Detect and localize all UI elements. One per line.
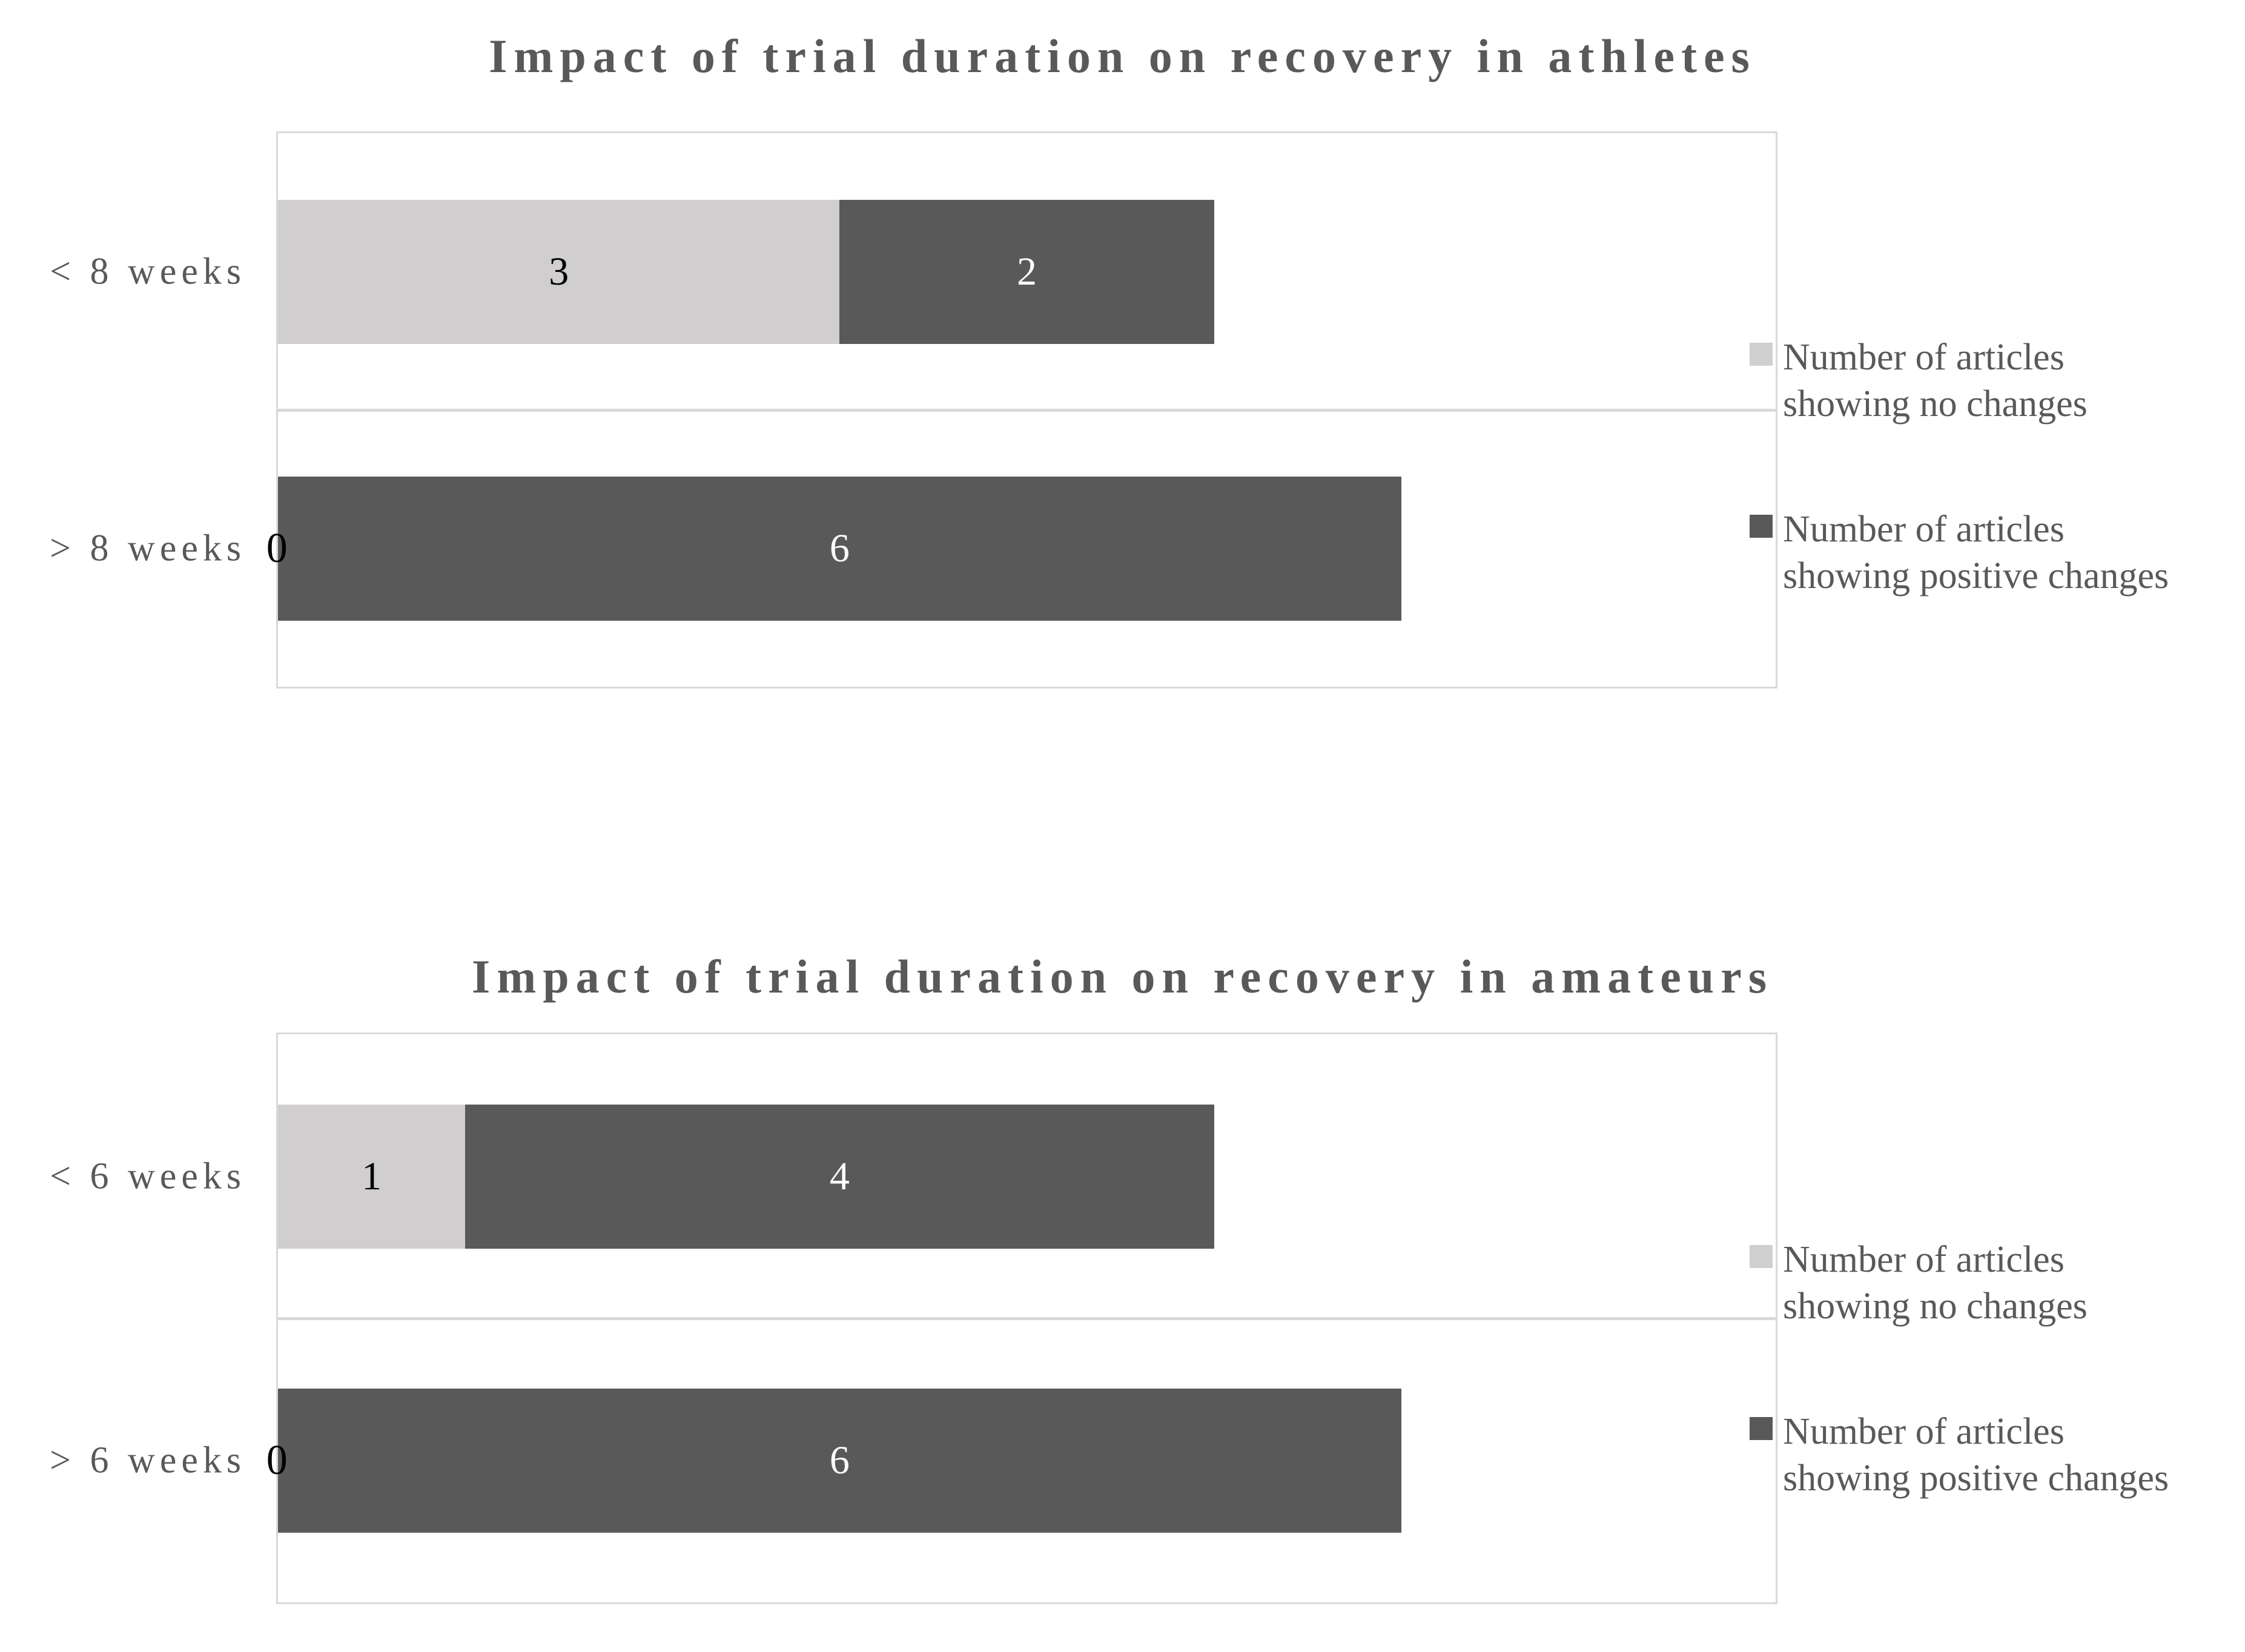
bar-segment: 3	[278, 199, 840, 344]
bar-row: < 6 weeks 1 4	[50, 1034, 1776, 1318]
bar-segment: 6	[278, 1388, 1401, 1533]
bar-row: < 8 weeks 3 2	[50, 133, 1776, 410]
legend-entry: Number of articles showing no changes	[1750, 334, 2222, 428]
data-label-zero: 0	[266, 1436, 288, 1484]
data-label-zero: 0	[266, 524, 288, 572]
legend-entry: Number of articles showing positive chang…	[1750, 506, 2222, 600]
category-label: < 8 weeks	[50, 251, 246, 292]
category-label: < 6 weeks	[50, 1155, 246, 1197]
data-label: 1	[362, 1154, 382, 1198]
gridline	[276, 1317, 1777, 1320]
legend: Number of articles showing no changes Numb…	[1750, 1237, 2222, 1581]
legend: Number of articles showing no changes Numb…	[1750, 334, 2222, 678]
legend-entry: Number of articles showing no changes	[1750, 1237, 2222, 1330]
legend-marker-icon	[1750, 1245, 1773, 1268]
bar-rows: < 8 weeks 3 2 > 8 weeks 0 6	[50, 133, 1776, 687]
plot-area: < 6 weeks 1 4 > 6 weeks 0 6	[50, 1032, 1777, 1604]
data-label: 6	[829, 1438, 850, 1482]
data-label: 3	[549, 249, 569, 294]
category-label: > 6 weeks	[50, 1439, 246, 1481]
legend-label: Number of articles showing positive chang…	[1783, 509, 2169, 596]
data-label: 2	[1017, 249, 1037, 294]
legend-label: Number of articles showing no changes	[1783, 337, 2088, 425]
plot-area: < 8 weeks 3 2 > 8 weeks 0 6	[50, 131, 1777, 689]
legend-label: Number of articles showing no changes	[1783, 1239, 2088, 1327]
data-label: 4	[829, 1154, 850, 1198]
bar-segment: 2	[839, 199, 1214, 344]
chart-title: Impact of trial duration on recovery in …	[489, 30, 1756, 82]
legend-marker-icon	[1750, 515, 1773, 538]
data-label: 6	[829, 526, 850, 570]
category-label: > 8 weeks	[50, 527, 246, 569]
chart-title: Impact of trial duration on recovery in …	[471, 950, 1774, 1003]
legend-marker-icon	[1750, 343, 1773, 366]
bar-row: > 6 weeks 0 6	[50, 1318, 1776, 1602]
bar-row: > 8 weeks 0 6	[50, 410, 1776, 687]
bar-segment: 6	[278, 476, 1401, 621]
legend-marker-icon	[1750, 1417, 1773, 1440]
bar-segment: 4	[465, 1104, 1214, 1249]
legend-entry: Number of articles showing positive chang…	[1750, 1409, 2222, 1502]
bar-rows: < 6 weeks 1 4 > 6 weeks 0 6	[50, 1034, 1776, 1602]
bar-segment: 1	[278, 1104, 466, 1249]
gridline	[276, 409, 1777, 412]
legend-label: Number of articles showing positive chang…	[1783, 1411, 2169, 1499]
